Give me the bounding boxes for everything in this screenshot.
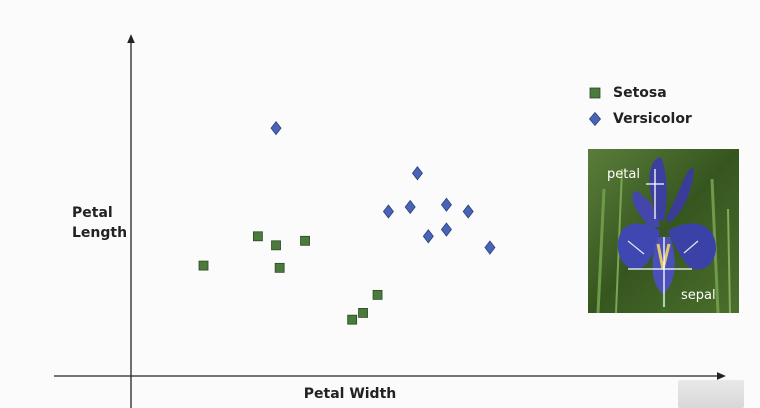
legend: Setosa Versicolor xyxy=(588,80,692,132)
versicolor-point-6 xyxy=(440,222,452,237)
diamond-marker-icon xyxy=(588,112,602,126)
setosa-point-6 xyxy=(358,308,368,318)
versicolor-point-3 xyxy=(411,166,423,181)
legend-label-versicolor: Versicolor xyxy=(613,111,692,127)
square-marker-icon xyxy=(588,86,602,100)
sepal-label: sepal xyxy=(681,288,716,303)
setosa-point-1 xyxy=(253,231,263,242)
setosa-point-4 xyxy=(300,235,310,246)
versicolor-point-5 xyxy=(440,197,452,212)
versicolor-point-0 xyxy=(270,120,282,136)
versicolor-point-1 xyxy=(382,204,394,219)
setosa-point-2 xyxy=(271,240,281,251)
versicolor-point-4 xyxy=(422,229,434,244)
setosa-point-3 xyxy=(274,262,285,273)
iris-flower-photo: petal sepal xyxy=(588,149,739,313)
points-layer xyxy=(198,120,496,325)
setosa-point-0 xyxy=(198,260,209,271)
y-axis-label: Petal Length xyxy=(72,205,128,241)
setosa-point-5 xyxy=(347,314,358,325)
versicolor-point-8 xyxy=(484,240,496,255)
petal-label: petal xyxy=(607,167,640,182)
legend-label-setosa: Setosa xyxy=(613,85,667,101)
versicolor-point-2 xyxy=(404,199,416,215)
setosa-point-7 xyxy=(372,289,383,300)
versicolor-point-7 xyxy=(462,204,474,219)
x-axis-label: Petal Width xyxy=(303,386,397,402)
blurred-watermark xyxy=(678,380,744,408)
iris-flower-illustration xyxy=(588,149,739,313)
legend-item-versicolor: Versicolor xyxy=(588,106,692,132)
legend-item-setosa: Setosa xyxy=(588,80,692,106)
